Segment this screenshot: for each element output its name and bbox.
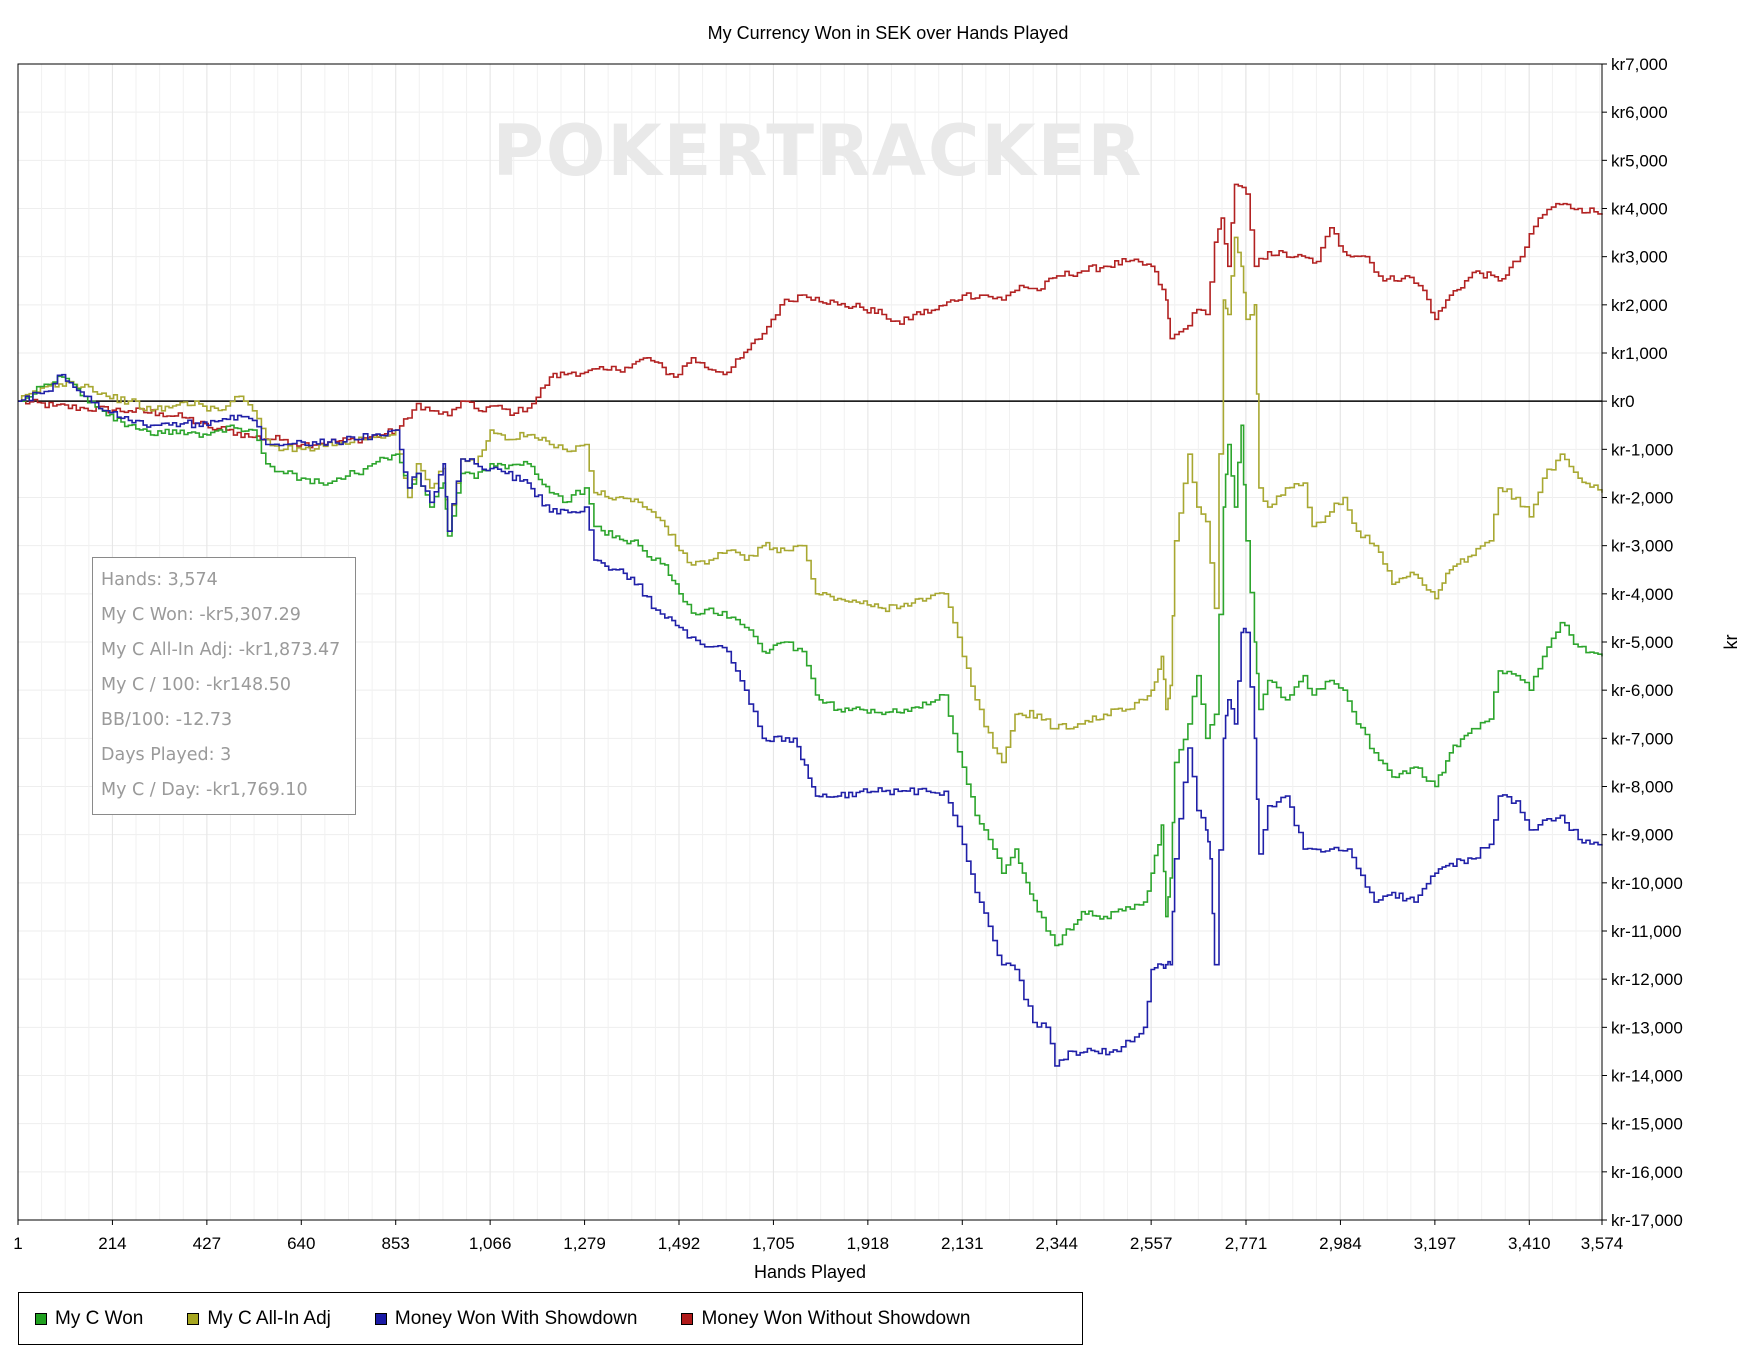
- y-tick-label: kr2,000: [1611, 296, 1668, 315]
- y-tick-label: kr-13,000: [1611, 1018, 1683, 1037]
- y-tick-label: kr-7,000: [1611, 729, 1673, 748]
- x-tick-label: 2,344: [1035, 1234, 1078, 1253]
- y-tick-label: kr-8,000: [1611, 778, 1673, 797]
- y-tick-label: kr-2,000: [1611, 489, 1673, 508]
- y-tick-label: kr-16,000: [1611, 1163, 1683, 1182]
- y-tick-label: kr-12,000: [1611, 970, 1683, 989]
- stats-line: My C Won: -kr5,307.29: [101, 605, 301, 625]
- stats-line: BB/100: -12.73: [101, 710, 233, 730]
- y-tick-label: kr3,000: [1611, 248, 1668, 267]
- stats-line: Days Played: 3: [101, 745, 232, 765]
- y-tick-label: kr-14,000: [1611, 1067, 1683, 1086]
- x-tick-label: 2,771: [1225, 1234, 1268, 1253]
- y-tick-label: kr-9,000: [1611, 826, 1673, 845]
- stats-line: Hands: 3,574: [101, 570, 218, 590]
- x-tick-label: 1,066: [469, 1234, 512, 1253]
- y-tick-label: kr-11,000: [1611, 922, 1682, 941]
- y-tick-label: kr-6,000: [1611, 681, 1673, 700]
- x-tick-label: 427: [193, 1234, 221, 1253]
- series-lines: [18, 183, 1603, 1067]
- x-tick-label: 1,705: [752, 1234, 795, 1253]
- legend-label: Money Won With Showdown: [394, 1307, 638, 1329]
- y-axis: kr7,000 kr6,000 kr5,000 kr4,000 kr3,000 kr2,0…: [1602, 55, 1683, 1230]
- x-tick-label: 853: [382, 1234, 410, 1253]
- y-tick-label: kr5,000: [1611, 151, 1668, 170]
- x-tick-label: 2,131: [941, 1234, 984, 1253]
- x-tick-label: 1: [13, 1234, 22, 1253]
- y-tick-label: kr0: [1611, 392, 1635, 411]
- x-tick-label: 3,410: [1508, 1234, 1551, 1253]
- legend-label: My C Won: [55, 1307, 144, 1329]
- legend-swatch: [374, 1312, 387, 1325]
- legend-item: My C All-In Adj: [187, 1308, 331, 1330]
- x-tick-label: 1,492: [658, 1234, 701, 1253]
- legend-item: My C Won: [35, 1308, 143, 1330]
- legend-label: My C All-In Adj: [207, 1307, 331, 1329]
- series-line-my-c-won: [18, 375, 1603, 947]
- chart-title: My Currency Won in SEK over Hands Played: [708, 23, 1069, 43]
- y-tick-label: kr-3,000: [1611, 537, 1673, 556]
- y-tick-label: kr1,000: [1611, 344, 1668, 363]
- legend-swatch: [35, 1312, 47, 1325]
- legend: My C Won My C All-In Adj Money Won With Sh…: [18, 1292, 1083, 1345]
- y-tick-label: kr-10,000: [1611, 874, 1683, 893]
- stats-line: My C / 100: -kr148.50: [101, 675, 291, 695]
- x-tick-label: 1,918: [847, 1234, 890, 1253]
- x-tick-label: 2,557: [1130, 1234, 1173, 1253]
- x-tick-label: 3,197: [1414, 1234, 1457, 1253]
- y-tick-label: kr-17,000: [1611, 1211, 1683, 1230]
- x-tick-label: 214: [98, 1234, 126, 1253]
- x-tick-label: 2,984: [1319, 1234, 1362, 1253]
- y-tick-label: kr7,000: [1611, 55, 1668, 74]
- x-tick-label: 1,279: [563, 1234, 606, 1253]
- y-tick-label: kr4,000: [1611, 200, 1668, 219]
- watermark: POKERTRACKER: [493, 110, 1144, 192]
- x-axis: 1 214 427 640 853 1,066 1,279 1,492 1,705 1,918 2,…: [13, 1220, 1623, 1253]
- y-tick-label: kr-5,000: [1611, 633, 1673, 652]
- legend-label: Money Won Without Showdown: [701, 1307, 971, 1329]
- stats-line: My C All-In Adj: -kr1,873.47: [101, 640, 341, 660]
- x-tick-label: 640: [287, 1234, 315, 1253]
- x-tick-label: 3,574: [1581, 1234, 1624, 1253]
- y-axis-title: kr: [1721, 635, 1741, 650]
- stats-line: My C / Day: -kr1,769.10: [101, 780, 308, 800]
- x-axis-title: Hands Played: [754, 1262, 866, 1282]
- stats-tooltip: Hands: 3,574 My C Won: -kr5,307.29 My C Al…: [92, 557, 356, 815]
- legend-swatch: [681, 1312, 694, 1325]
- series-line-money-won-with-showdown: [18, 373, 1603, 1067]
- legend-item: Money Won Without Showdown: [681, 1308, 970, 1330]
- y-tick-label: kr-15,000: [1611, 1115, 1683, 1134]
- legend-swatch: [187, 1312, 200, 1325]
- series-line-money-won-without-showdown: [18, 183, 1603, 449]
- series-line-my-c-all-in-adj: [18, 236, 1603, 764]
- y-tick-label: kr6,000: [1611, 103, 1668, 122]
- y-tick-label: kr-4,000: [1611, 585, 1673, 604]
- legend-item: Money Won With Showdown: [374, 1307, 638, 1330]
- y-tick-label: kr-1,000: [1611, 440, 1673, 459]
